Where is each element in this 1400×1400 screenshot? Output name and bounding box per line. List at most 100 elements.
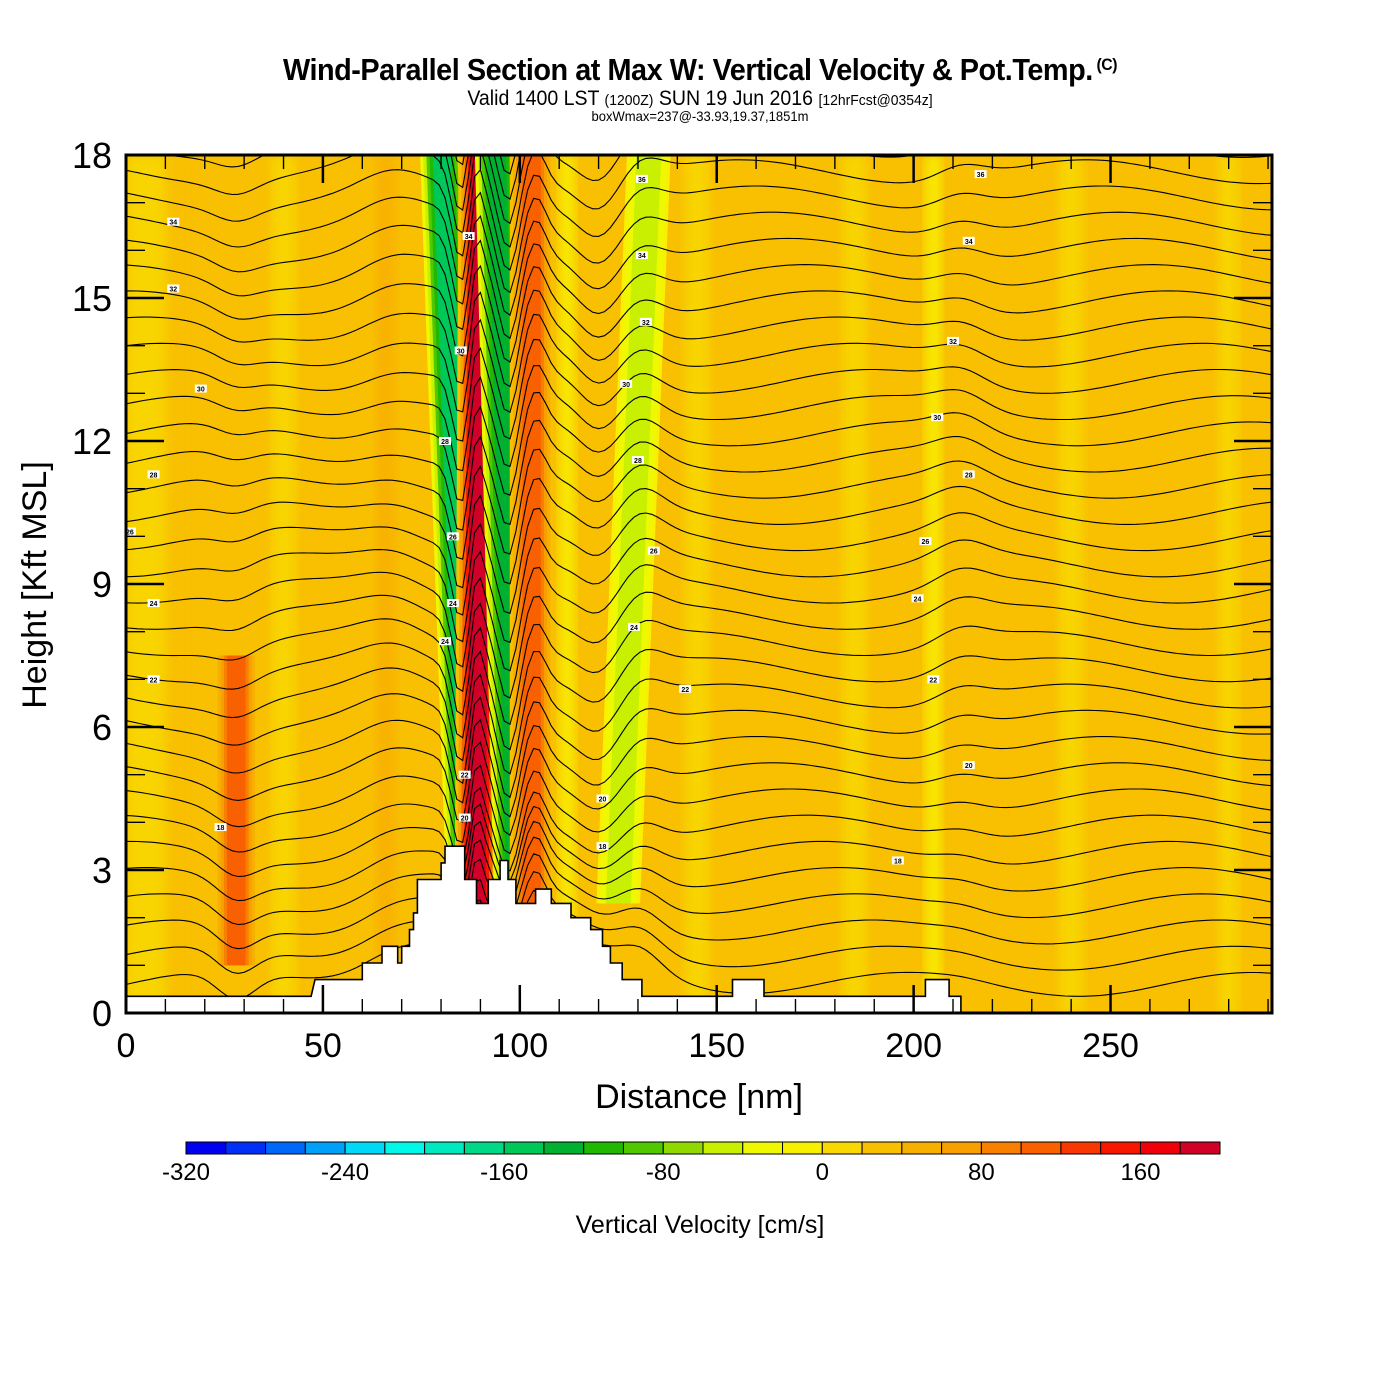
contour-label-text: 32 xyxy=(949,339,957,346)
contour-label-bg xyxy=(891,856,904,865)
contour-label-bg xyxy=(639,317,652,326)
contour-label-bg xyxy=(628,622,641,631)
contour-label-bg xyxy=(446,599,459,608)
contour-label-text: 26 xyxy=(650,549,658,556)
contour-label-text: 24 xyxy=(630,625,638,632)
contour-label: 24 xyxy=(147,599,160,608)
box-info: boxWmax=237@-33.93,19.37,1851m xyxy=(591,108,809,124)
contour-label: 18 xyxy=(596,842,609,851)
contour-label-bg xyxy=(962,236,975,245)
contour-label-bg xyxy=(635,251,648,260)
contour-label-bg xyxy=(962,470,975,479)
colorbar-swatch xyxy=(742,1141,784,1155)
contour-label-text: 20 xyxy=(461,816,469,823)
colorbar-swatch xyxy=(1060,1141,1102,1155)
theta-contour xyxy=(126,786,1272,872)
theta-contour xyxy=(126,289,1272,388)
colorbar-swatch xyxy=(1020,1141,1062,1155)
contour-label-text: 26 xyxy=(922,539,930,546)
contour-label: 26 xyxy=(647,546,660,556)
contour-label-text: 36 xyxy=(977,172,985,179)
contour-label-text: 22 xyxy=(150,677,158,684)
theta-contour xyxy=(126,693,1272,799)
forecast-info: [12hrFcst@0354z] xyxy=(818,92,933,109)
colorbar-swatch xyxy=(702,1141,744,1155)
contour-label-bg xyxy=(458,813,471,822)
field-band xyxy=(746,155,766,1013)
field-band xyxy=(1059,155,1083,1013)
contour-label: 18 xyxy=(891,856,904,865)
colorbar-tick-label: 0 xyxy=(816,1159,829,1186)
contour-label-text: 22 xyxy=(461,773,469,780)
contour-label-bg xyxy=(214,823,227,832)
theta-contour xyxy=(126,741,1272,836)
colorbar-tick-label: -240 xyxy=(321,1159,369,1186)
field-band xyxy=(271,155,296,1013)
contour-label-bg xyxy=(596,794,609,803)
colorbar-label: Vertical Velocity [cm/s] xyxy=(576,1211,825,1239)
contour-label-bg xyxy=(446,532,459,541)
theta-contour xyxy=(126,214,1272,317)
contour-label: 26 xyxy=(446,532,459,541)
field-band xyxy=(685,155,709,1013)
y-tick-label: 3 xyxy=(92,850,112,891)
contour-label-text: 28 xyxy=(965,472,973,479)
theta-contour xyxy=(126,618,1272,726)
contour-label-text: 34 xyxy=(169,220,177,227)
contour-label: 18 xyxy=(214,823,227,832)
contour-label-bg xyxy=(194,384,207,393)
colorbar-tick-label: 160 xyxy=(1120,1159,1160,1186)
contour-label: 20 xyxy=(962,761,975,770)
contour-label: 20 xyxy=(458,813,471,823)
contour-label: 28 xyxy=(962,470,975,479)
contour-label-bg xyxy=(947,336,960,345)
contour-label-bg xyxy=(438,637,451,646)
colorbar-swatch xyxy=(225,1141,267,1155)
contour-label: 28 xyxy=(631,456,644,465)
contour-label: 30 xyxy=(931,413,944,422)
contour-label-bg xyxy=(596,842,609,851)
contour-label-text: 36 xyxy=(638,177,646,184)
contour-label-bg xyxy=(147,675,160,684)
y-tick-label: 6 xyxy=(92,707,112,748)
contour-label: 20 xyxy=(596,794,609,804)
contour-label-text: 20 xyxy=(965,763,973,770)
contour-label: 34 xyxy=(462,232,475,241)
contour-label: 26 xyxy=(919,537,932,546)
colorbar-swatch xyxy=(782,1141,823,1155)
contour-label: 24 xyxy=(438,637,451,646)
theta-contour xyxy=(126,391,1272,502)
theta-contours xyxy=(126,155,1272,1000)
colorbar-swatch xyxy=(344,1141,386,1155)
contour-label: 24 xyxy=(628,622,641,632)
contour-label-bg xyxy=(458,770,471,779)
contour-label-bg xyxy=(454,346,467,355)
theta-contour xyxy=(126,820,1272,902)
contour-label-text: 18 xyxy=(217,825,225,832)
contour-label: 32 xyxy=(947,336,960,346)
contour-label-bg xyxy=(631,456,644,465)
contour-label: 28 xyxy=(438,437,451,446)
contour-label: 30 xyxy=(454,346,467,355)
contour-label: 24 xyxy=(446,599,459,608)
terrain-profile xyxy=(126,845,1272,1013)
contour-label-bg xyxy=(647,546,660,555)
contour-label-text: 30 xyxy=(622,382,630,389)
x-axis-label: Distance [nm] xyxy=(595,1078,803,1116)
contour-label-text: 24 xyxy=(449,601,457,608)
theta-contour xyxy=(126,764,1272,855)
velocity-field xyxy=(126,155,1272,1013)
downdraft-weak-level xyxy=(609,155,659,904)
field-band xyxy=(376,155,396,1013)
y-tick-label: 12 xyxy=(72,421,112,462)
field-band xyxy=(559,155,575,1013)
contour-label-bg xyxy=(126,527,136,536)
colorbar-tick-label: 80 xyxy=(968,1159,995,1186)
contour-label-text: 24 xyxy=(150,601,158,608)
colorbar-swatch xyxy=(583,1141,624,1155)
contour-label-text: 18 xyxy=(599,844,607,851)
contour-label: 22 xyxy=(458,770,471,780)
copyright-mark: (C) xyxy=(1096,55,1118,74)
colorbar-swatch xyxy=(901,1141,943,1155)
